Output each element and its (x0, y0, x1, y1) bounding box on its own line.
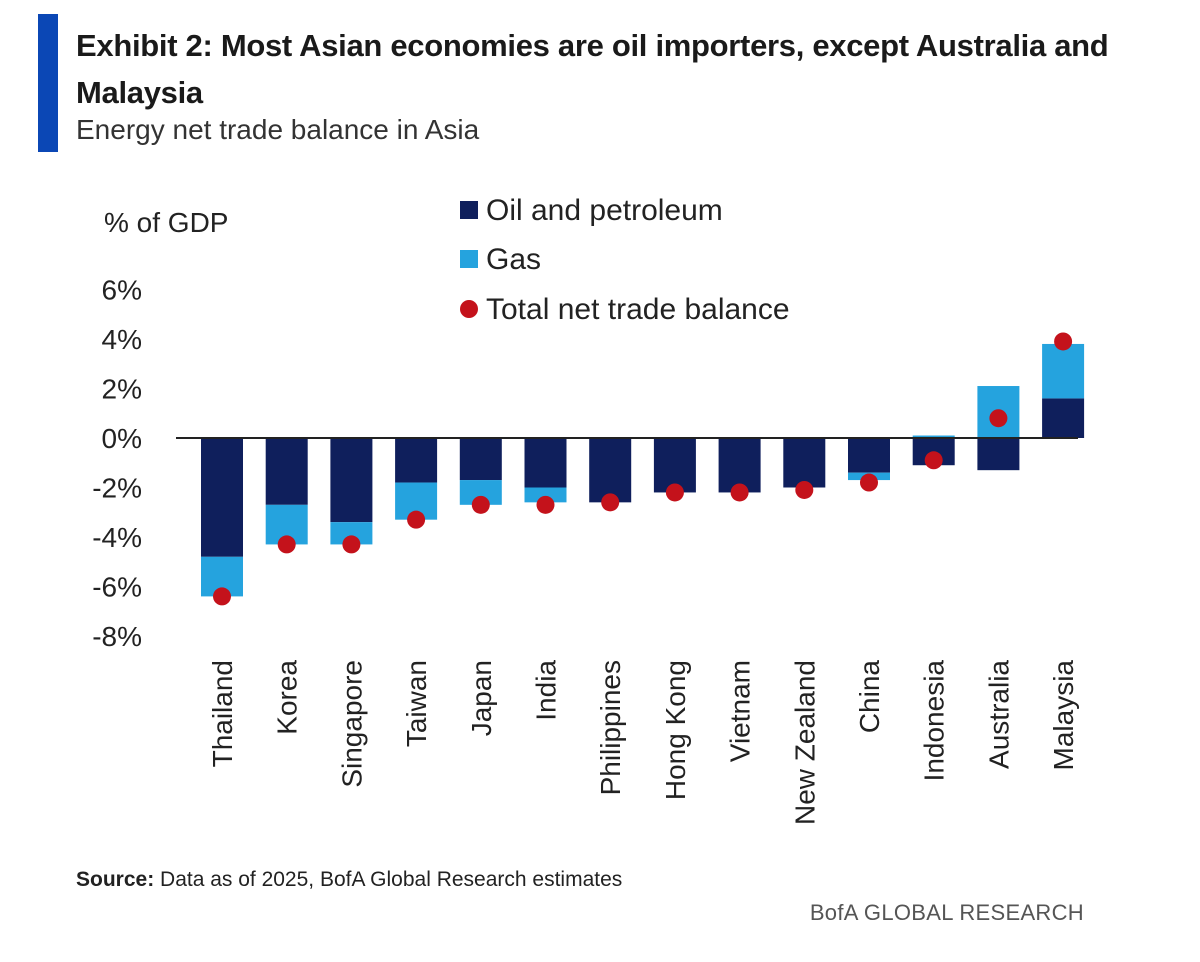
legend-gas-swatch (460, 250, 478, 268)
total-marker-japan (471, 495, 490, 514)
x-tick-label: Philippines (595, 660, 626, 795)
bar-oil-malaysia (1042, 398, 1085, 438)
y-tick-label: -2% (92, 473, 142, 504)
y-tick-label: -6% (92, 572, 142, 603)
bar-oil-new-zealand (783, 438, 826, 488)
x-tick-label: Hong Kong (660, 660, 691, 800)
total-marker-india (536, 495, 555, 514)
x-tick-label: Korea (272, 660, 303, 735)
bar-oil-vietnam (718, 438, 761, 493)
y-tick-label: 6% (102, 275, 142, 306)
x-tick-label: Vietnam (725, 660, 756, 762)
bar-oil-japan (459, 438, 502, 481)
bar-oil-australia (977, 438, 1020, 471)
legend-oil-swatch (460, 201, 478, 219)
legend-total-swatch (460, 300, 478, 318)
x-tick-label: China (854, 660, 885, 734)
bar-gas-singapore (330, 522, 373, 545)
total-marker-korea (277, 535, 296, 554)
y-tick-label: 4% (102, 324, 142, 355)
bar-oil-philippines (589, 438, 632, 503)
chart-title: Exhibit 2: Most Asian economies are oil … (76, 28, 1109, 110)
source-text: Data as of 2025, BofA Global Research es… (154, 868, 623, 891)
x-tick-label: Indonesia (919, 660, 950, 782)
total-marker-new-zealand (795, 480, 814, 499)
bar-oil-korea (265, 438, 308, 505)
x-tick-label: Japan (466, 660, 497, 736)
chart-subtitle: Energy net trade balance in Asia (76, 114, 480, 145)
bar-oil-taiwan (395, 438, 438, 483)
total-marker-malaysia (1054, 332, 1073, 351)
brand-logo-text: BofA GLOBAL RESEARCH (809, 900, 1084, 925)
total-marker-china (860, 473, 878, 492)
x-tick-label: Singapore (336, 660, 367, 788)
bar-gas-malaysia (1042, 343, 1085, 399)
total-marker-vietnam (730, 483, 749, 502)
bar-oil-india (524, 438, 567, 488)
bar-oil-thailand (201, 438, 243, 557)
source-note: Source: Data as of 2025, BofA Global Res… (76, 868, 622, 892)
bar-gas-indonesia (912, 435, 955, 438)
total-marker-singapore (342, 535, 361, 554)
y-axis-label: % of GDP (104, 207, 228, 238)
x-tick-label: Taiwan (401, 660, 432, 747)
x-tick-label: Thailand (207, 660, 238, 767)
total-marker-hong-kong (665, 483, 684, 502)
x-tick-label: New Zealand (789, 660, 820, 825)
y-tick-label: -4% (92, 522, 142, 553)
total-marker-indonesia (924, 451, 943, 470)
x-tick-label: Australia (983, 660, 1014, 769)
legend-oil-label: Oil and petroleum (486, 194, 723, 227)
bar-gas-india (524, 487, 567, 503)
x-tick-label: India (531, 660, 562, 721)
y-tick-label: 0% (102, 423, 142, 454)
bar-oil-china (848, 438, 890, 473)
total-marker-taiwan (407, 510, 426, 529)
bar-oil-singapore (330, 438, 373, 523)
bar-oil-hong-kong (653, 438, 696, 493)
y-tick-label: 2% (102, 374, 142, 405)
legend-gas-label: Gas (486, 243, 541, 276)
x-tick-label: Malaysia (1048, 660, 1079, 771)
legend-total-label: Total net trade balance (486, 293, 790, 326)
total-marker-australia (989, 409, 1008, 428)
source-label: Source: (76, 868, 155, 891)
y-tick-label: -8% (92, 621, 142, 652)
accent-bar (38, 14, 58, 152)
total-marker-philippines (601, 493, 620, 512)
total-marker-thailand (213, 587, 231, 606)
